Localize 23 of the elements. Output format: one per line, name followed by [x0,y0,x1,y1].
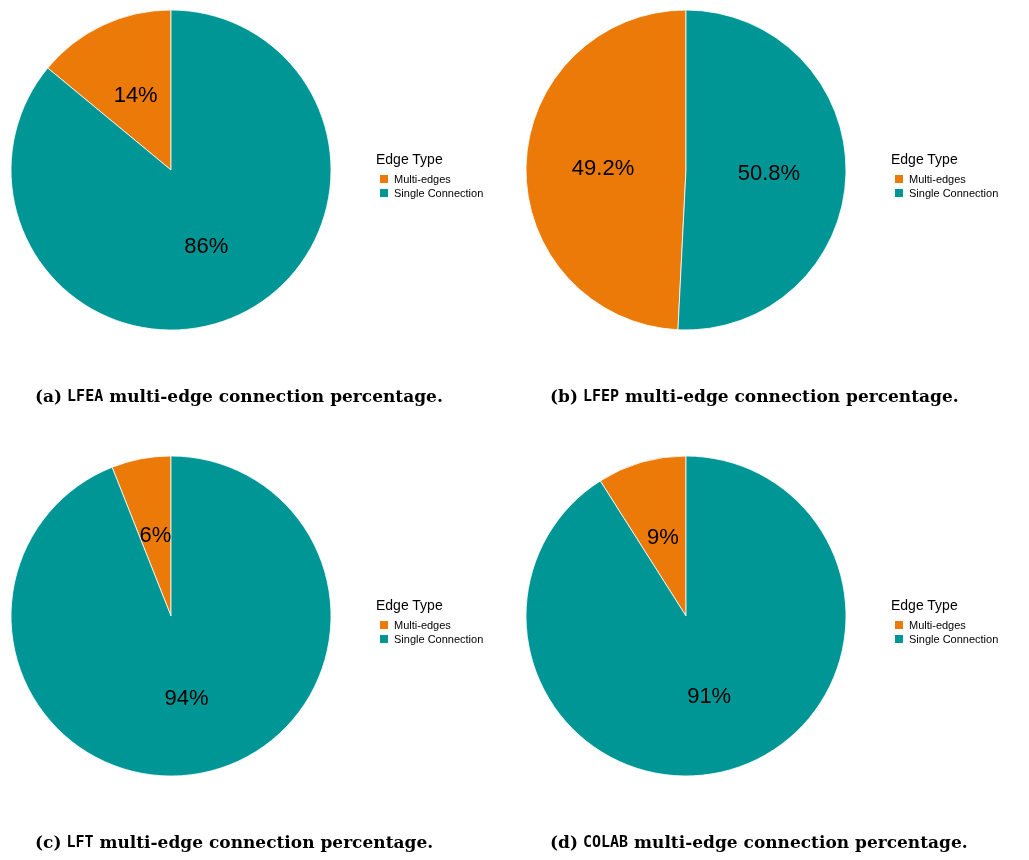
text: (a) LFEA multi-edge connection percentage. [35,386,443,406]
data-label: 86% [184,232,229,258]
legend-label: Multi-edges [909,619,967,631]
data-label: 9% [646,523,679,549]
legend-title: Edge Type [891,597,958,613]
legend-label: Multi-edges [394,619,452,631]
legend-label: Single Connection [394,633,484,645]
data-label: 91% [687,683,732,709]
legend-title: Edge Type [376,151,443,167]
text: (c) LFT multi-edge connection percentage. [35,832,434,852]
legend-title: Edge Type [376,597,443,613]
data-label: 94% [164,685,209,711]
data-label: 49.2% [571,155,635,181]
legend-label: Single Connection [394,187,484,199]
text: (d) COLAB multi-edge connection percentage. [550,832,968,852]
text: (b) LFEP multi-edge connection percentage. [550,386,959,406]
legend-label: Single Connection [909,633,999,645]
legend-label: Multi-edges [909,173,967,185]
legend-title: Edge Type [891,151,958,167]
legend-label: Single Connection [909,187,999,199]
data-label: 50.8% [737,159,801,185]
legend-label: Multi-edges [394,173,452,185]
data-label: 14% [113,82,158,108]
